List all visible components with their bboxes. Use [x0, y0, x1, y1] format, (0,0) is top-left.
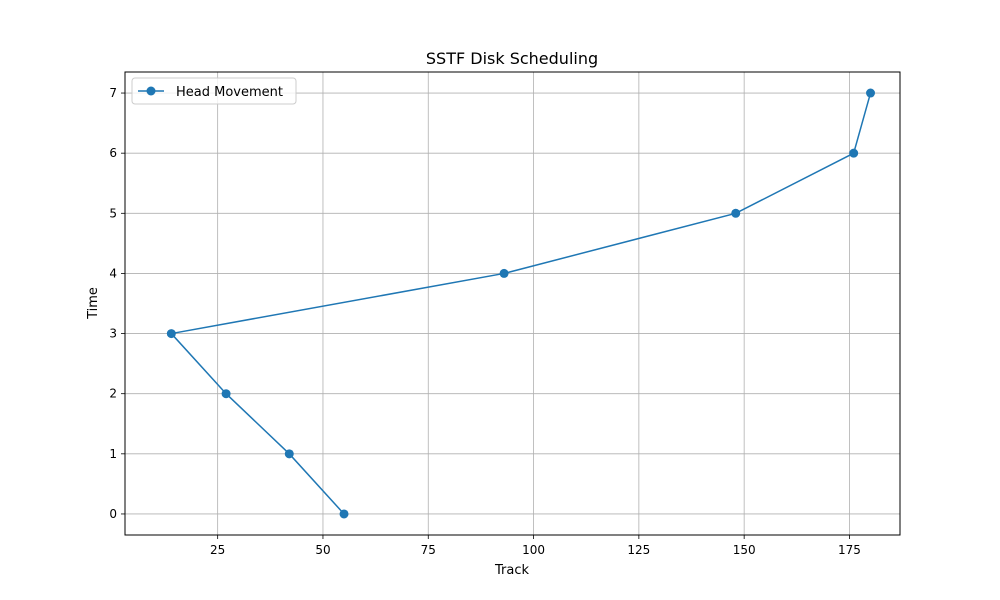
data-point — [499, 268, 509, 278]
legend-label-head-movement: Head Movement — [176, 85, 283, 100]
x-tick-label: 175 — [838, 543, 861, 557]
legend-box — [131, 77, 297, 105]
y-tick-label: 6 — [109, 146, 117, 160]
data-point — [866, 88, 876, 98]
y-tick-label: 5 — [109, 206, 117, 220]
x-tick-label: 75 — [421, 543, 436, 557]
x-tick-label: 125 — [627, 543, 650, 557]
y-tick-label: 1 — [109, 447, 117, 461]
y-tick-label: 0 — [109, 507, 117, 521]
grid-lines — [125, 72, 900, 535]
data-point — [731, 208, 741, 218]
legend-marker-swatch — [146, 86, 156, 96]
y-tick-label: 2 — [109, 387, 117, 401]
data-point — [221, 389, 231, 399]
y-tick-label: 3 — [109, 327, 117, 341]
data-point — [339, 509, 349, 519]
x-tick-label: 25 — [210, 543, 225, 557]
x-tick-label: 100 — [522, 543, 545, 557]
plot-frame — [124, 71, 901, 536]
legend: Head Movement — [131, 77, 297, 105]
y-axis-label: Time — [86, 287, 101, 320]
data-point — [166, 329, 176, 339]
data-point — [849, 148, 859, 158]
series-line-head-movement — [169, 92, 872, 515]
series-layer — [166, 88, 876, 519]
y-tick-label: 4 — [109, 266, 117, 280]
chart-title: SSTF Disk Scheduling — [426, 49, 598, 68]
y-tick-label: 7 — [109, 86, 117, 100]
x-axis-label: Track — [494, 563, 529, 578]
x-tick-label: 50 — [315, 543, 330, 557]
x-tick-label: 150 — [733, 543, 756, 557]
data-point — [284, 449, 294, 459]
axis-ticks: 25 50 75 100 125 150 175 0 1 2 3 4 5 6 7 — [109, 86, 861, 557]
